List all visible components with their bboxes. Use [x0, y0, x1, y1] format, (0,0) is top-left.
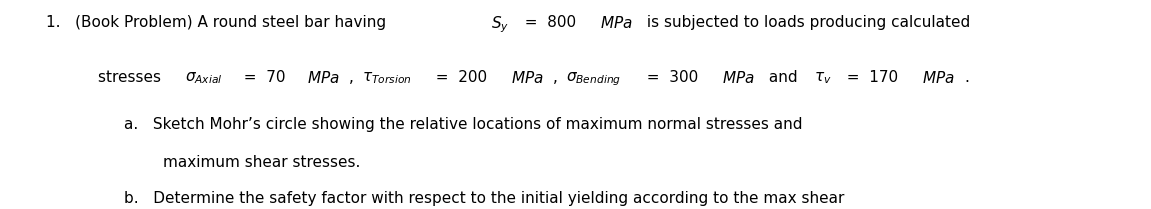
- Text: 1.   (Book Problem) A round steel bar having: 1. (Book Problem) A round steel bar havi…: [46, 15, 391, 30]
- Text: $MPa$: $MPa$: [307, 70, 340, 86]
- Text: $\tau_v$: $\tau_v$: [814, 70, 831, 86]
- Text: a.   Sketch Mohr’s circle showing the relative locations of maximum normal stres: a. Sketch Mohr’s circle showing the rela…: [124, 117, 802, 132]
- Text: $\sigma_{Axial}$: $\sigma_{Axial}$: [185, 70, 223, 86]
- Text: $\tau_{Torsion}$: $\tau_{Torsion}$: [361, 70, 411, 86]
- Text: $MPa$: $MPa$: [511, 70, 543, 86]
- Text: =  300: = 300: [637, 70, 703, 85]
- Text: and: and: [764, 70, 802, 85]
- Text: stresses: stresses: [98, 70, 166, 85]
- Text: =  70: = 70: [234, 70, 290, 85]
- Text: .: .: [965, 70, 969, 85]
- Text: $\sigma_{Bending}$: $\sigma_{Bending}$: [565, 70, 620, 88]
- Text: $S_y$: $S_y$: [491, 15, 509, 35]
- Text: $MPa$: $MPa$: [600, 15, 632, 31]
- Text: b.   Determine the safety factor with respect to the initial yielding according : b. Determine the safety factor with resp…: [124, 191, 845, 206]
- Text: ,: ,: [349, 70, 359, 85]
- Text: =  200: = 200: [426, 70, 491, 85]
- Text: =  800: = 800: [514, 15, 580, 30]
- Text: $MPa$: $MPa$: [722, 70, 755, 86]
- Text: $MPa$: $MPa$: [922, 70, 954, 86]
- Text: ,: ,: [552, 70, 563, 85]
- Text: is subjected to loads producing calculated: is subjected to loads producing calculat…: [642, 15, 970, 30]
- Text: =  170: = 170: [837, 70, 902, 85]
- Text: maximum shear stresses.: maximum shear stresses.: [163, 155, 360, 170]
